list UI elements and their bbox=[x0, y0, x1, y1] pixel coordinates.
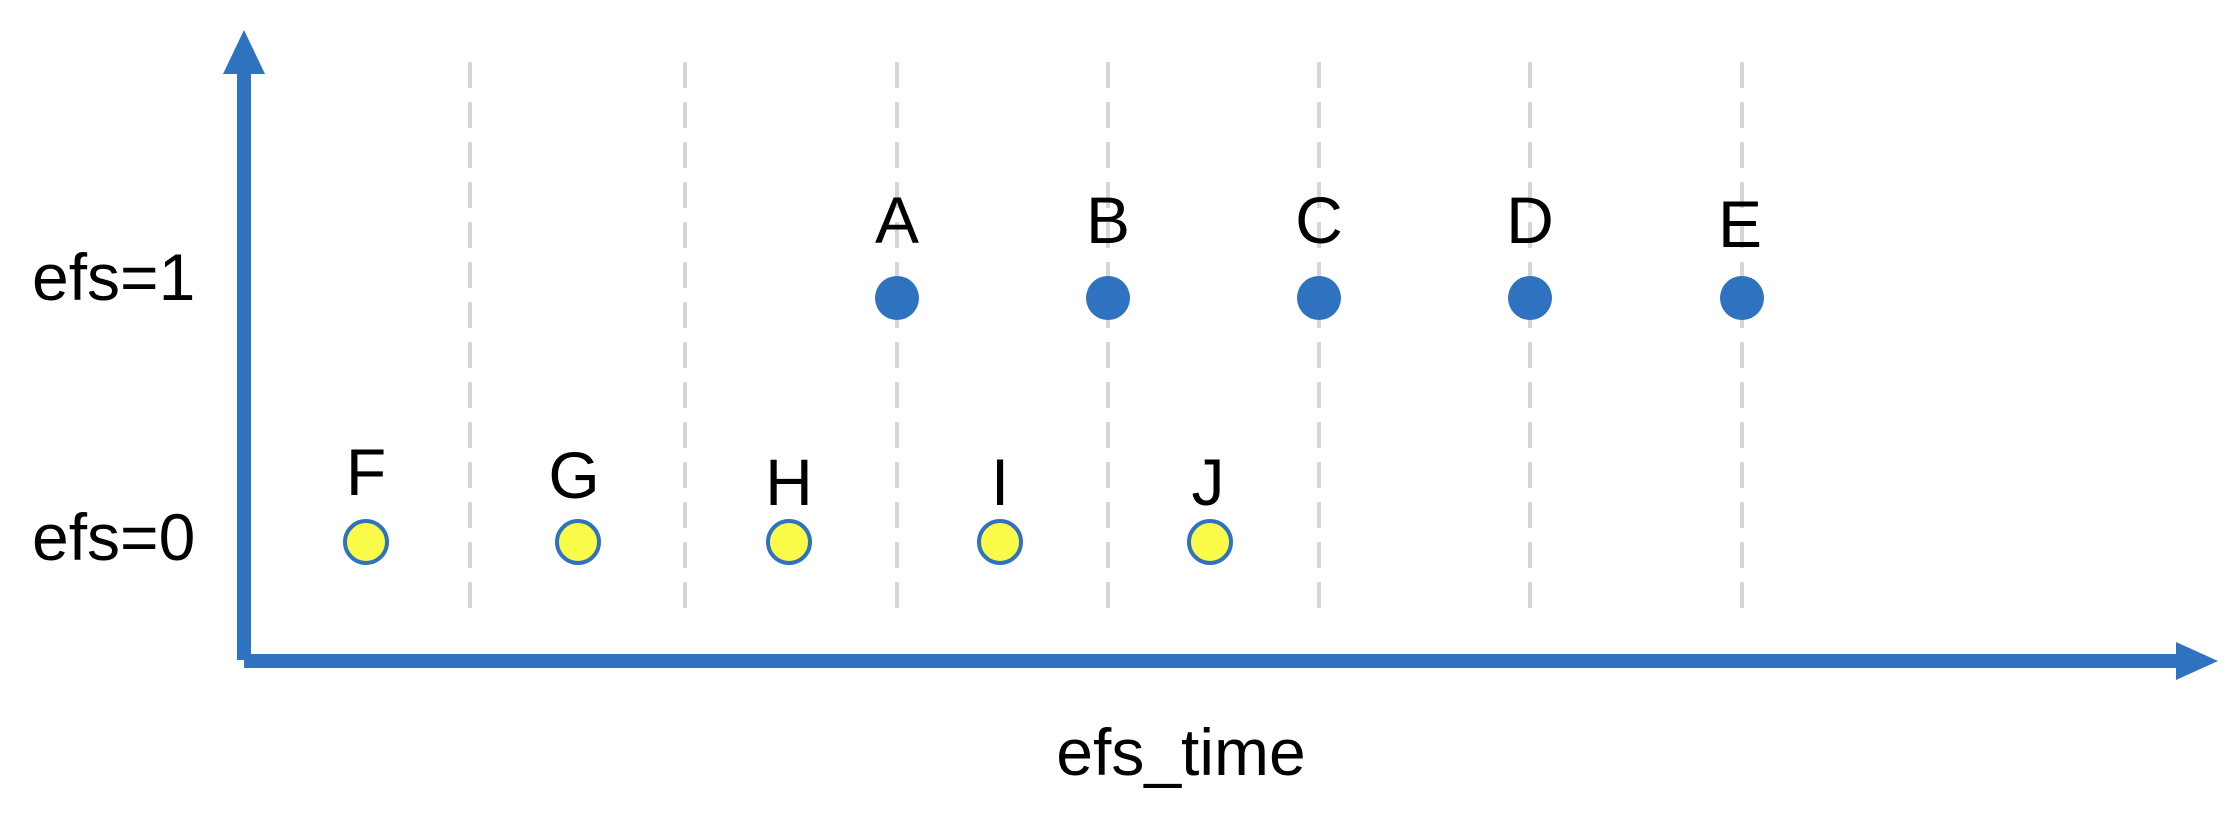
point-b: B bbox=[1086, 183, 1130, 320]
point-label-f: F bbox=[346, 435, 386, 509]
point-i-marker bbox=[977, 519, 1023, 565]
point-label-a: A bbox=[875, 183, 919, 257]
point-c: C bbox=[1295, 183, 1343, 320]
gridlines bbox=[468, 62, 1744, 612]
point-g: G bbox=[548, 438, 601, 565]
x-axis-title: efs_time bbox=[1056, 715, 1305, 789]
point-i: I bbox=[977, 445, 1023, 565]
y-axis-arrowhead bbox=[223, 30, 265, 74]
point-label-b: B bbox=[1086, 183, 1130, 257]
point-a: A bbox=[875, 183, 919, 320]
point-a-marker bbox=[875, 276, 919, 320]
point-j: J bbox=[1187, 445, 1233, 565]
y-label-efs1: efs=1 bbox=[32, 240, 195, 314]
point-label-h: H bbox=[765, 445, 813, 519]
point-d-marker bbox=[1508, 276, 1552, 320]
point-e-marker bbox=[1720, 276, 1764, 320]
point-d: D bbox=[1506, 183, 1554, 320]
point-f: F bbox=[343, 435, 389, 565]
efs0-points: F G H I J bbox=[343, 435, 1233, 565]
point-label-c: C bbox=[1295, 183, 1343, 257]
point-c-marker bbox=[1297, 276, 1341, 320]
point-h: H bbox=[765, 445, 813, 565]
point-f-marker bbox=[343, 519, 389, 565]
point-label-d: D bbox=[1506, 183, 1554, 257]
point-b-marker bbox=[1086, 276, 1130, 320]
y-label-efs0: efs=0 bbox=[32, 500, 195, 574]
point-label-g: G bbox=[548, 438, 599, 512]
point-h-marker bbox=[766, 519, 812, 565]
x-axis-arrowhead bbox=[2176, 642, 2218, 680]
point-e: E bbox=[1718, 187, 1764, 320]
axes bbox=[223, 30, 2218, 680]
efs1-points: A B C D E bbox=[875, 183, 1764, 320]
point-label-i: I bbox=[991, 445, 1009, 519]
point-j-marker bbox=[1187, 519, 1233, 565]
point-label-e: E bbox=[1718, 187, 1762, 261]
point-g-marker bbox=[555, 519, 601, 565]
point-label-j: J bbox=[1192, 445, 1225, 519]
